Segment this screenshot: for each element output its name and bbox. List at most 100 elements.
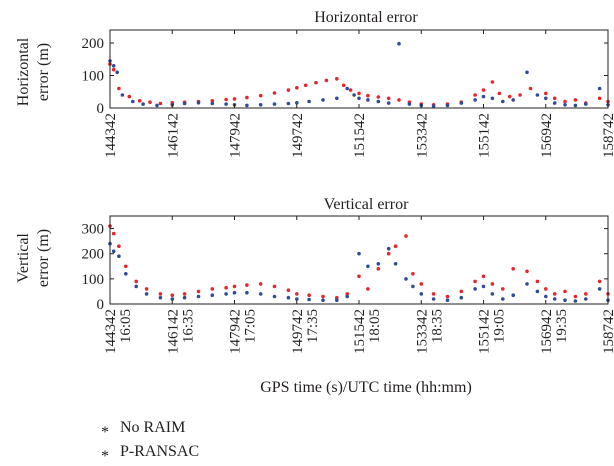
- data-point: [148, 100, 152, 104]
- data-point: [419, 282, 424, 286]
- data-point: [501, 99, 505, 104]
- data-point: [335, 77, 339, 81]
- data-point: [210, 101, 215, 106]
- series-no-raim: [108, 224, 610, 300]
- data-point: [376, 95, 381, 99]
- data-point: [314, 80, 318, 85]
- data-point: [407, 102, 412, 106]
- data-point: [272, 91, 277, 95]
- x-tick-label: 153342: [414, 309, 430, 354]
- data-point: [324, 78, 329, 83]
- x-tick-label: 144342: [103, 309, 119, 354]
- y-tick-label: 200: [82, 36, 105, 52]
- plot-frame: [109, 29, 609, 109]
- data-point: [258, 103, 263, 107]
- data-point: [155, 103, 159, 108]
- data-point: [445, 103, 450, 108]
- data-point: [137, 99, 142, 103]
- data-point: [535, 289, 540, 294]
- chart-title: Vertical error: [324, 196, 410, 213]
- data-point: [481, 274, 486, 279]
- data-point: [597, 96, 602, 101]
- data-point: [473, 287, 477, 291]
- data-point: [307, 99, 311, 104]
- data-point: [459, 101, 464, 105]
- data-point: [210, 293, 215, 298]
- data-point: [573, 299, 578, 303]
- data-point: [386, 246, 391, 251]
- legend-item-p-ransac: * P-RANSAC: [101, 443, 199, 465]
- data-point: [111, 64, 116, 68]
- vertical-error-chart: Vertical error Vertical error (m) 0 100 20…: [15, 196, 614, 396]
- data-point: [357, 96, 361, 101]
- data-point: [501, 297, 505, 301]
- series-p-ransac: [108, 241, 610, 303]
- data-point: [525, 269, 529, 274]
- data-point: [224, 285, 228, 290]
- data-point: [127, 94, 132, 99]
- data-point: [552, 297, 557, 301]
- x-tick-label-utc: 19:05: [492, 309, 508, 343]
- data-point: [481, 94, 486, 99]
- data-point: [518, 93, 522, 97]
- data-point: [552, 101, 557, 105]
- data-point: [490, 282, 495, 286]
- x-tick-label: 156942: [539, 113, 555, 158]
- legend-label: No RAIM: [120, 419, 185, 436]
- x-tick-label-utc: 17:35: [305, 309, 321, 343]
- series-no-raim: [108, 62, 610, 107]
- x-tick-label: 147942: [228, 309, 244, 354]
- x-tick-label: 156942: [539, 309, 555, 354]
- data-point: [528, 86, 533, 91]
- data-point: [563, 99, 567, 104]
- x-tick-label: 158742: [601, 309, 614, 354]
- data-point: [224, 102, 228, 106]
- data-point: [321, 98, 325, 102]
- data-point: [341, 83, 346, 88]
- data-point: [573, 103, 578, 108]
- data-point: [366, 287, 370, 291]
- x-tick-label: 153342: [414, 113, 430, 158]
- data-point: [552, 292, 557, 296]
- plot-frame: [109, 215, 609, 305]
- data-point: [295, 101, 299, 105]
- data-point: [158, 292, 163, 296]
- data-point: [535, 93, 540, 97]
- data-point: [245, 283, 249, 287]
- data-point: [525, 282, 529, 286]
- data-point: [182, 292, 187, 296]
- x-tick-label-utc: 18:05: [367, 309, 383, 343]
- data-point: [459, 295, 464, 300]
- data-point: [357, 274, 361, 279]
- data-point: [431, 297, 436, 301]
- data-point: [525, 70, 529, 75]
- data-point: [272, 294, 277, 299]
- data-point: [419, 292, 424, 296]
- data-point: [473, 98, 477, 102]
- data-point: [232, 290, 237, 295]
- data-point: [473, 93, 477, 97]
- data-point: [584, 292, 588, 296]
- legend-marker: *: [101, 424, 109, 441]
- data-point: [376, 262, 381, 266]
- data-point: [511, 98, 515, 102]
- y-tick-label: 100: [82, 272, 105, 288]
- y-tick-label: 100: [82, 69, 105, 85]
- x-tick-label-utc: 19:35: [554, 309, 570, 343]
- data-point: [386, 96, 391, 101]
- data-point: [431, 104, 436, 108]
- legend-item-no-raim: * No RAIM: [101, 419, 185, 441]
- data-point: [511, 267, 515, 271]
- data-point: [386, 101, 391, 105]
- x-tick-label: 158742: [601, 113, 614, 158]
- data-point: [272, 284, 277, 289]
- data-point: [307, 297, 311, 302]
- data-point: [134, 279, 138, 284]
- data-point: [321, 298, 325, 303]
- data-point: [131, 99, 135, 104]
- data-point: [573, 294, 578, 299]
- data-point: [597, 86, 602, 91]
- data-point: [366, 264, 370, 269]
- data-point: [376, 267, 381, 271]
